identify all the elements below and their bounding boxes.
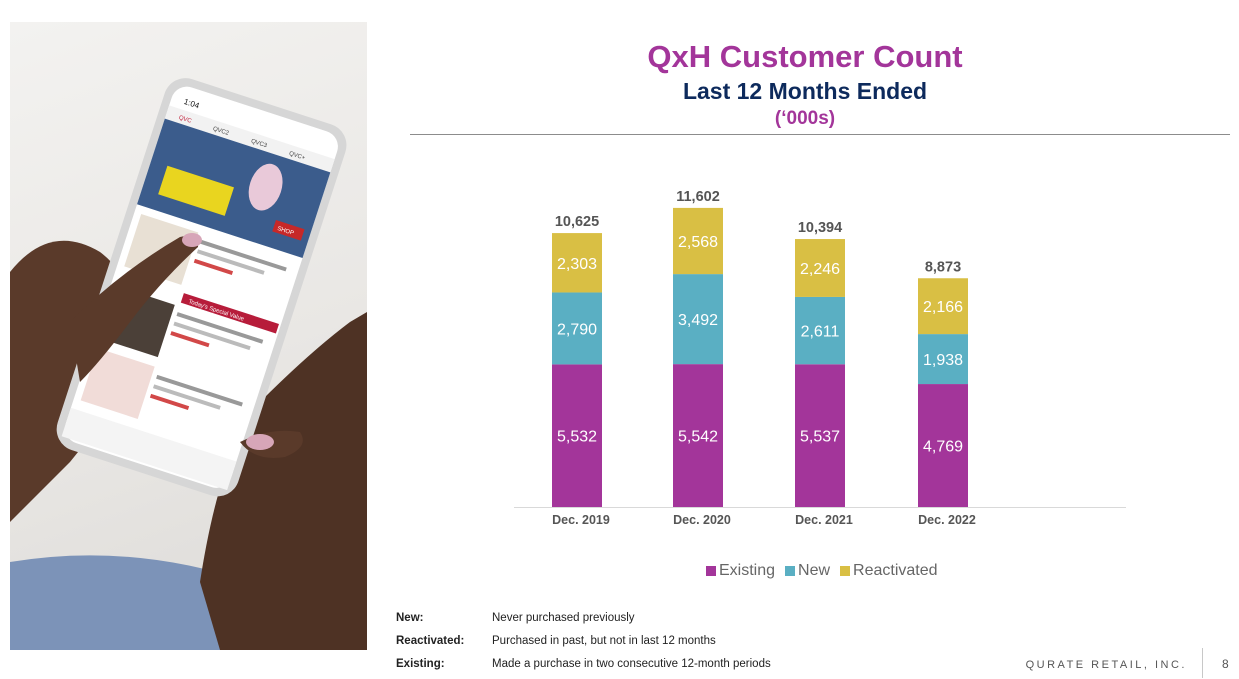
bar-reactivated-1 — [552, 233, 602, 293]
bar-existing-3 — [795, 364, 845, 507]
footer-divider — [1202, 648, 1203, 678]
legend-item-existing: Existing — [706, 562, 775, 580]
app-tab-qvc3: QVC3 — [250, 139, 268, 150]
stacked-bar-chart: 5,532 2,790 2,303 10,625 Dec. 2019 5,542 3,492… — [514, 189, 1126, 527]
legend-label-new: New — [798, 562, 831, 579]
app-tab-qvc: QVC — [178, 115, 193, 125]
hero-photo: 1:04 QVC QVC2 QVC3 QVC+ SHOP Today's Spe… — [10, 22, 367, 650]
definition-text: Never purchased previously — [492, 611, 635, 624]
bar-existing-1 — [552, 364, 602, 507]
app-tab-qvcplus: QVC+ — [288, 151, 306, 162]
bar-new-4 — [918, 334, 968, 385]
data-label-new-2: 3,492 — [678, 312, 718, 329]
x-tick-label-4: Dec. 2022 — [918, 513, 976, 527]
data-label-existing-4: 4,769 — [923, 439, 963, 456]
legend-swatch-existing — [706, 566, 716, 576]
bar-reactivated-2 — [673, 207, 723, 275]
x-tick-label-3: Dec. 2021 — [795, 513, 853, 527]
data-label-new-3: 2,611 — [801, 324, 840, 341]
bar-new-2 — [673, 274, 723, 365]
data-label-existing-2: 5,542 — [678, 429, 718, 446]
legend-swatch-new — [785, 566, 796, 576]
title-divider — [410, 134, 1230, 135]
data-label-new-4: 1,938 — [923, 352, 963, 369]
data-label-reactivated-1: 2,303 — [557, 256, 597, 273]
legend-swatch-reactivated — [840, 566, 851, 576]
app-tab-qvc2: QVC2 — [212, 126, 230, 137]
data-label-reactivated-2: 2,568 — [678, 234, 718, 251]
data-label-new-1: 2,790 — [557, 321, 597, 338]
page-number: 8 — [1222, 657, 1229, 671]
x-tick-label-1: Dec. 2019 — [552, 513, 610, 527]
definition-term: Existing: — [396, 657, 445, 670]
definition-reactivated: Reactivated: Purchased in past, but not … — [396, 629, 771, 652]
title-block: QxH Customer Count Last 12 Months Ended … — [410, 38, 1200, 132]
definition-text: Made a purchase in two consecutive 12-mo… — [492, 657, 771, 670]
legend-item-reactivated: Reactivated — [840, 562, 938, 580]
bar-existing-2 — [673, 364, 723, 507]
definition-term: New: — [396, 611, 424, 624]
definition-text: Purchased in past, but not in last 12 mo… — [492, 634, 716, 647]
definitions: New: Never purchased previously Reactiva… — [396, 606, 771, 675]
definition-existing: Existing: Made a purchase in two consecu… — [396, 652, 771, 675]
total-label-4: 8,873 — [925, 259, 961, 275]
x-tick-label-2: Dec. 2020 — [673, 513, 731, 527]
chart-subtitle: Last 12 Months Ended — [682, 78, 928, 104]
bar-existing-4 — [918, 384, 968, 507]
data-label-existing-3: 5,537 — [800, 429, 840, 446]
data-label-reactivated-4: 2,166 — [923, 299, 963, 316]
bar-reactivated-4 — [918, 278, 968, 335]
definition-new: New: Never purchased previously — [396, 606, 771, 629]
bar-new-1 — [552, 292, 602, 365]
chart-units: (‘000s) — [774, 108, 836, 129]
bar-reactivated-3 — [795, 239, 845, 297]
total-label-3: 10,394 — [798, 220, 842, 236]
bar-new-3 — [795, 296, 845, 365]
legend-label-existing: Existing — [719, 562, 776, 579]
chart-title: QxH Customer Count — [647, 39, 963, 74]
shop-label: SHOP — [276, 226, 294, 237]
chart-legend: Existing New Reactivated — [706, 562, 938, 580]
total-label-2: 11,602 — [676, 189, 720, 205]
legend-item-new: New — [785, 562, 830, 580]
legend-label-reactivated: Reactivated — [853, 562, 938, 579]
total-label-1: 10,625 — [555, 214, 599, 230]
data-label-reactivated-3: 2,246 — [800, 261, 840, 278]
data-label-existing-1: 5,532 — [557, 429, 597, 446]
definition-term: Reactivated: — [396, 634, 465, 647]
footer-company: QURATE RETAIL, INC. — [1025, 659, 1187, 671]
